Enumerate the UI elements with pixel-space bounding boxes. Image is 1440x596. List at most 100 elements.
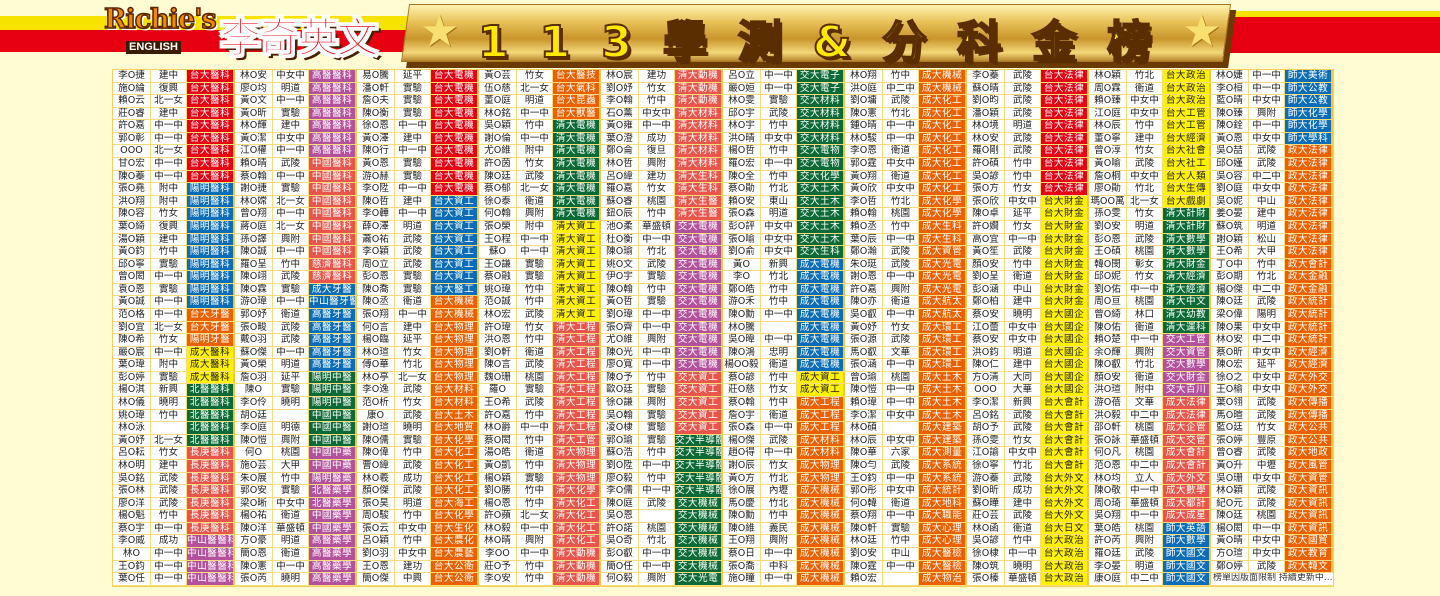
student-row: 陳O佑 衛道 清大運科: [1089, 321, 1211, 335]
department-badge: 交大資工: [675, 384, 723, 397]
student-name: 蔡O翰: [723, 397, 761, 409]
school-name: 竹女: [761, 384, 797, 397]
student-name: 陳O佑: [1089, 321, 1127, 334]
department-badge: 政大傳播: [1285, 409, 1333, 422]
department-badge: 交大電物: [797, 158, 845, 170]
school-name: 興附: [517, 535, 553, 547]
school-name: 桃園: [1249, 510, 1285, 522]
student-row: 陳O庭 武陵 交大機械: [601, 497, 723, 511]
school-name: 彰女: [1127, 258, 1163, 271]
school-name: 實驗: [517, 271, 553, 283]
school-name: 中一中: [151, 132, 187, 145]
school-name: 武陵: [1249, 296, 1285, 308]
school-name: 衛道: [395, 296, 431, 308]
school-name: 中一中: [883, 560, 919, 573]
school-name: 中一中: [1249, 120, 1285, 132]
department-badge: 政大統計: [1285, 334, 1333, 346]
student-row: 顏O安 衛道 交大財金: [1089, 371, 1211, 385]
student-name: 賴O翰: [845, 208, 883, 220]
school-name: 中一中: [273, 346, 309, 359]
student-name: 黃O喻: [1089, 158, 1127, 170]
school-name: 建中: [1127, 132, 1163, 145]
student-name: 陳O哲: [357, 195, 395, 208]
student-row: 黃O升 中壢 政大風管: [1211, 459, 1333, 473]
student-row: 許O嘉 中一中 台大醫科: [113, 120, 235, 133]
school-name: 實驗: [639, 422, 675, 434]
student-name: 陳O偉: [357, 447, 395, 459]
department-badge: 成大電機: [797, 359, 845, 371]
school-name: 林口: [1127, 308, 1163, 321]
student-name: 謝O恩: [845, 271, 883, 283]
school-name: 中一中: [883, 271, 919, 283]
school-name: 武陵: [639, 258, 675, 271]
school-name: 竹中: [517, 334, 553, 346]
student-row: 吳O諺 竹中 台大法律: [967, 170, 1089, 184]
department-badge: 台大戲劇: [1163, 195, 1211, 208]
student-row: 陳O行 中一中 台大電機: [357, 145, 479, 159]
department-badge: 政大統計: [1285, 308, 1333, 321]
student-name: 王O希: [479, 397, 517, 409]
student-row: 蔡O安 曉明 台大國企: [967, 308, 1089, 322]
student-name: 羅O: [479, 384, 517, 397]
school-name: 竹中: [761, 120, 797, 132]
school-name: 桃園: [273, 447, 309, 459]
department-badge: 師大公教: [1285, 82, 1333, 95]
student-name: 陳O光: [601, 346, 639, 359]
department-badge: 清大材料: [675, 158, 723, 170]
school-name: 北一女: [151, 434, 187, 447]
department-badge: 台大法律: [1041, 170, 1089, 183]
school-name: 竹中: [1127, 120, 1163, 132]
department-badge: 清大工程: [553, 346, 601, 359]
student-name: 廖O勛: [1089, 183, 1127, 195]
department-badge: 台大化工: [431, 459, 479, 472]
student-row: 何O言 建中 台大物理: [357, 321, 479, 335]
student-row: 池O柔 華盛頓 交大電機: [601, 220, 723, 234]
student-name: 陳O筑: [967, 560, 1005, 573]
department-badge: 交大電機: [675, 296, 723, 308]
student-name: 李O潔: [967, 397, 1005, 409]
department-badge: 政大經濟: [1285, 359, 1333, 371]
school-name: 武陵: [883, 246, 919, 258]
school-name: 武陵: [517, 170, 553, 183]
department-badge: 陽明中醫: [309, 371, 357, 384]
student-row: 施O瞳 中一中 成大機械: [723, 573, 845, 586]
school-name: 中女中: [273, 497, 309, 510]
student-name: 吳O珊: [1211, 472, 1249, 485]
department-badge: 師大公教: [1285, 95, 1333, 107]
department-badge: 台大工管: [1163, 107, 1211, 120]
department-badge: 成大機械: [797, 497, 845, 510]
school-name: 中一中: [761, 547, 797, 560]
student-name: 方O瑄: [1211, 547, 1249, 560]
student-name: 薛O澤: [357, 220, 395, 233]
student-name: 洪O毅: [1089, 409, 1127, 422]
department-badge: 交大生科: [797, 246, 845, 258]
department-badge: 清大生醫: [675, 208, 723, 220]
department-badge: 政大金融: [1285, 283, 1333, 296]
department-badge: 成大建築: [919, 434, 967, 447]
student-name: 劉O墉: [845, 95, 883, 107]
school-name: 竹中: [761, 510, 797, 522]
student-row: 何O毅 興附 交大光電: [601, 573, 723, 586]
student-name: 蘇O傑: [235, 346, 273, 359]
school-name: 中一中: [517, 547, 553, 560]
department-badge: 高醫牙醫: [309, 321, 357, 334]
school-name: 竹北: [761, 472, 797, 485]
department-badge: 台大資工: [431, 258, 479, 271]
school-name: 中女中: [1249, 371, 1285, 384]
department-badge: 成大工程: [797, 409, 845, 422]
student-row: 劉O羽 中女中 台大農藝: [357, 547, 479, 561]
school-name: 竹女: [1005, 220, 1041, 233]
department-badge: 交大資管: [1163, 346, 1211, 359]
student-row: 張O云 中女中 台大生化: [357, 522, 479, 536]
school-name: 衛道: [883, 145, 919, 158]
student-name: 方O豪: [235, 535, 273, 547]
roll-column: 林O翔 竹中 成大機械 洪O庭 中二中 成大機械 劉O墉 武陵 成大化工 陳O憲 竹北 成大化工 鍾O晴…: [845, 70, 967, 586]
student-row: 王O碩 桃園 清大數學: [1089, 246, 1211, 259]
student-name: 范O恩: [1089, 459, 1127, 472]
student-name: 陳O臻: [1211, 107, 1249, 120]
school-name: 大同: [1005, 371, 1041, 384]
school-name: 曉明: [273, 397, 309, 409]
student-row: 劉O安 中山 成大醫檢: [845, 547, 967, 561]
department-badge: 中國中醫: [309, 409, 357, 422]
student-row: 陳O洋 華盛頓 中國藥學: [235, 522, 357, 536]
